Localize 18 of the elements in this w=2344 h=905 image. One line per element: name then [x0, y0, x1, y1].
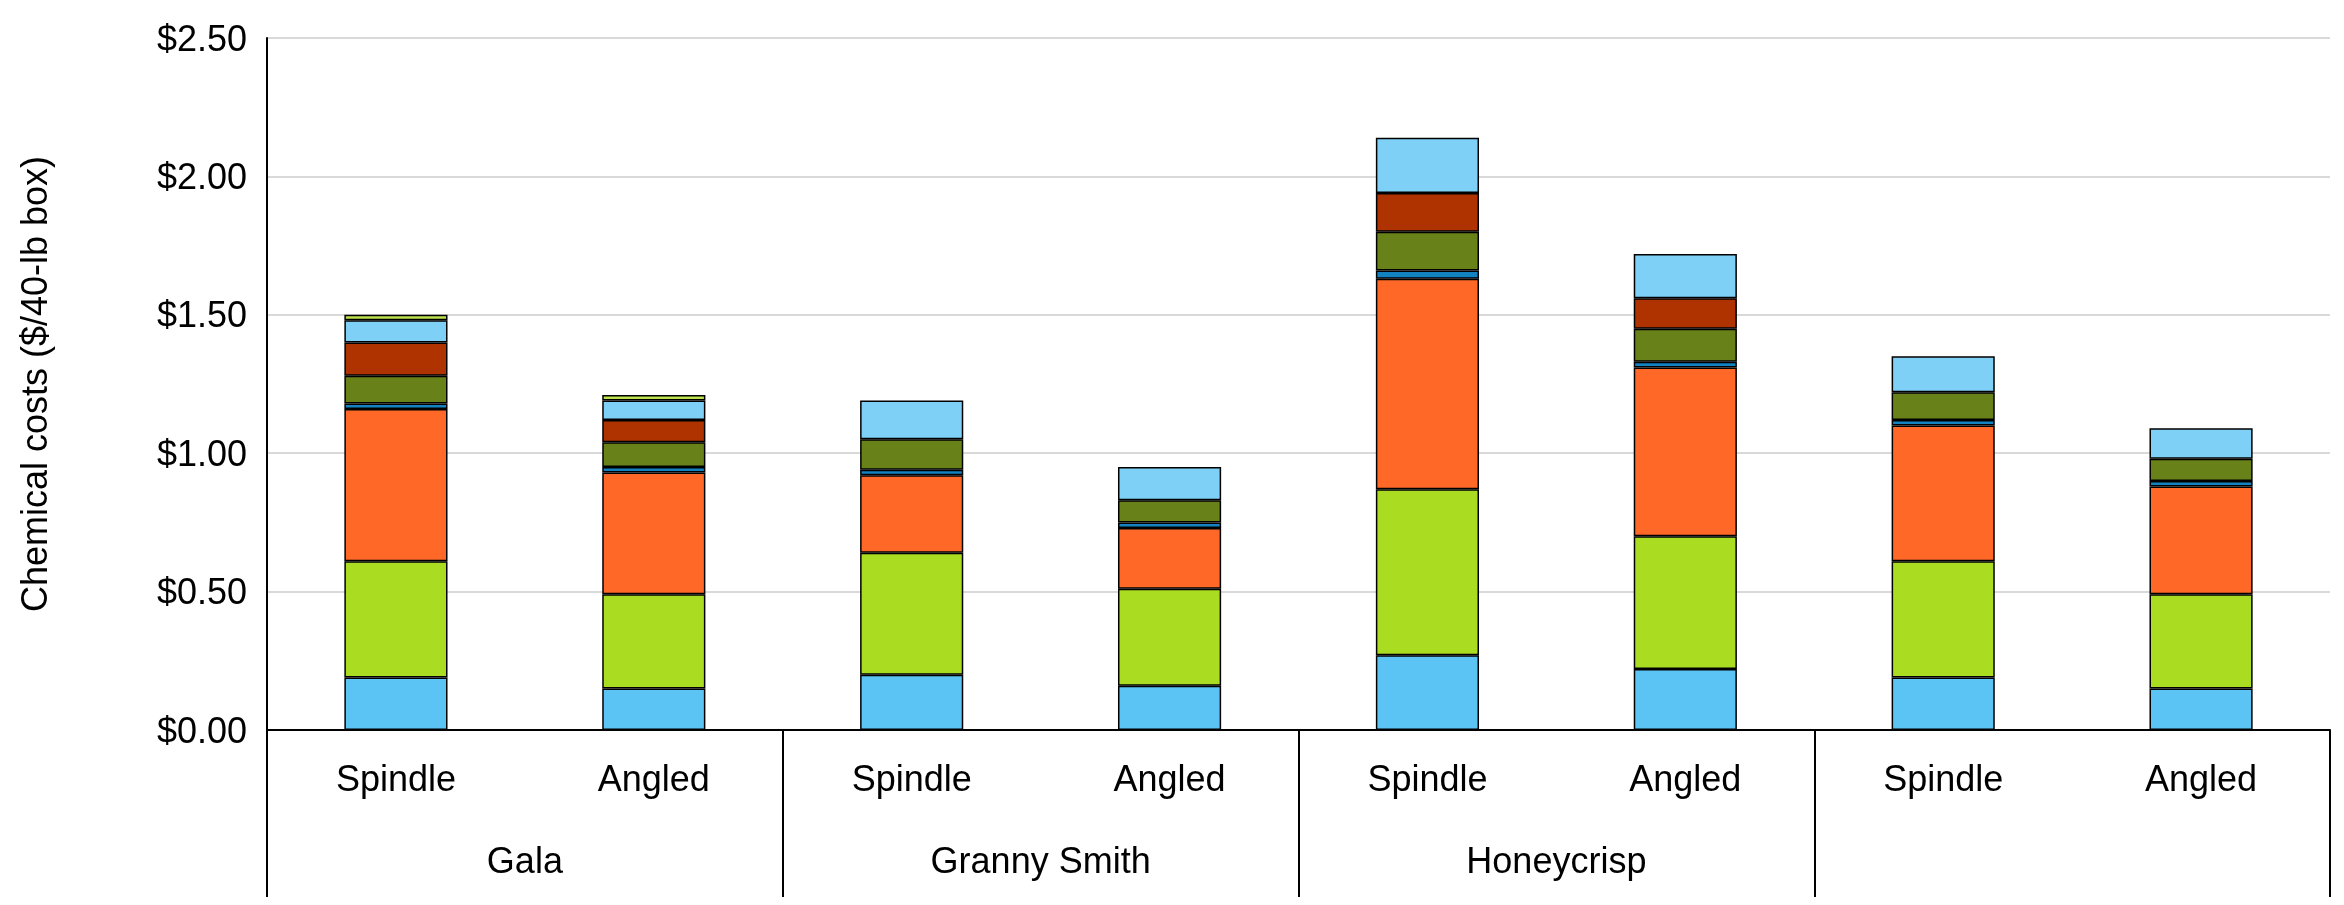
text: Gala	[486, 839, 564, 881]
y-tick-label: $2.50	[156, 17, 247, 59]
y-tick-label: $1.50	[156, 294, 247, 336]
x-tick-label: Spindle	[1883, 757, 2004, 799]
y-axis-title: Chemical costs ($/40-lb box)	[13, 155, 55, 613]
x-tick-label: Angled	[1629, 757, 1742, 799]
y-tick-label: $2.00	[156, 155, 247, 197]
x-tick-label: Angled	[1113, 757, 1226, 799]
y-tick-label: $1.00	[156, 432, 247, 474]
x-tick-label: Spindle	[1367, 757, 1488, 799]
x-tick-label: Angled	[2145, 757, 2258, 799]
text: Granny Smith	[930, 839, 1151, 881]
y-tick-label: $0.50	[156, 571, 247, 613]
x-tick-label: Angled	[597, 757, 710, 799]
x-tick-label: Spindle	[851, 757, 972, 799]
y-tick-label: $0.00	[156, 709, 247, 751]
text: Honeycrisp	[1466, 839, 1647, 881]
x-tick-label: Spindle	[335, 757, 456, 799]
